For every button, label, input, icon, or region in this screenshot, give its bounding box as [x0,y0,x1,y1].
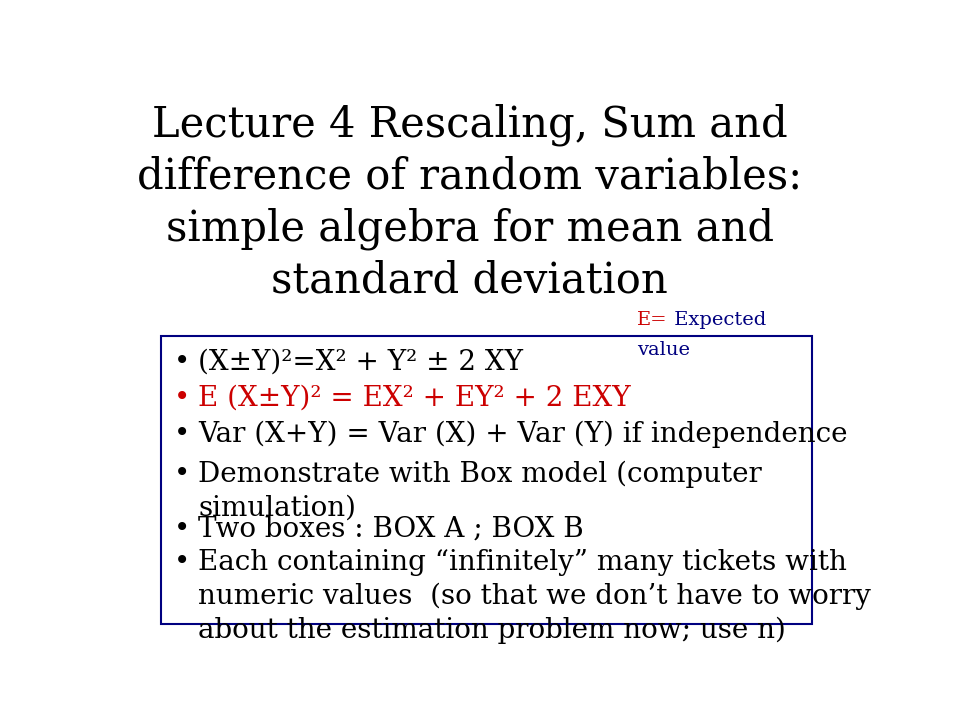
Text: E (X±Y)² = EX² + EY² + 2 EXY: E (X±Y)² = EX² + EY² + 2 EXY [198,384,631,412]
Text: Demonstrate with Box model (computer
simulation): Demonstrate with Box model (computer sim… [198,461,762,521]
Text: •: • [174,549,190,576]
FancyBboxPatch shape [161,336,812,624]
Text: value: value [637,341,690,359]
Text: •: • [174,516,190,543]
Text: Each containing “infinitely” many tickets with
numeric values  (so that we don’t: Each containing “infinitely” many ticket… [198,549,871,644]
Text: Lecture 4 Rescaling, Sum and
difference of random variables:
simple algebra for : Lecture 4 Rescaling, Sum and difference … [137,103,803,302]
Text: Two boxes : BOX A ; BOX B: Two boxes : BOX A ; BOX B [198,516,584,543]
Text: (X±Y)²=X² + Y² ± 2 XY: (X±Y)²=X² + Y² ± 2 XY [198,348,523,376]
Text: •: • [174,384,190,412]
Text: Expected: Expected [668,311,766,329]
Text: •: • [174,461,190,487]
Text: •: • [174,420,190,448]
Text: Var (X+Y) = Var (X) + Var (Y) if independence: Var (X+Y) = Var (X) + Var (Y) if indepen… [198,420,848,448]
Text: •: • [174,348,190,376]
Text: E=: E= [637,311,668,329]
